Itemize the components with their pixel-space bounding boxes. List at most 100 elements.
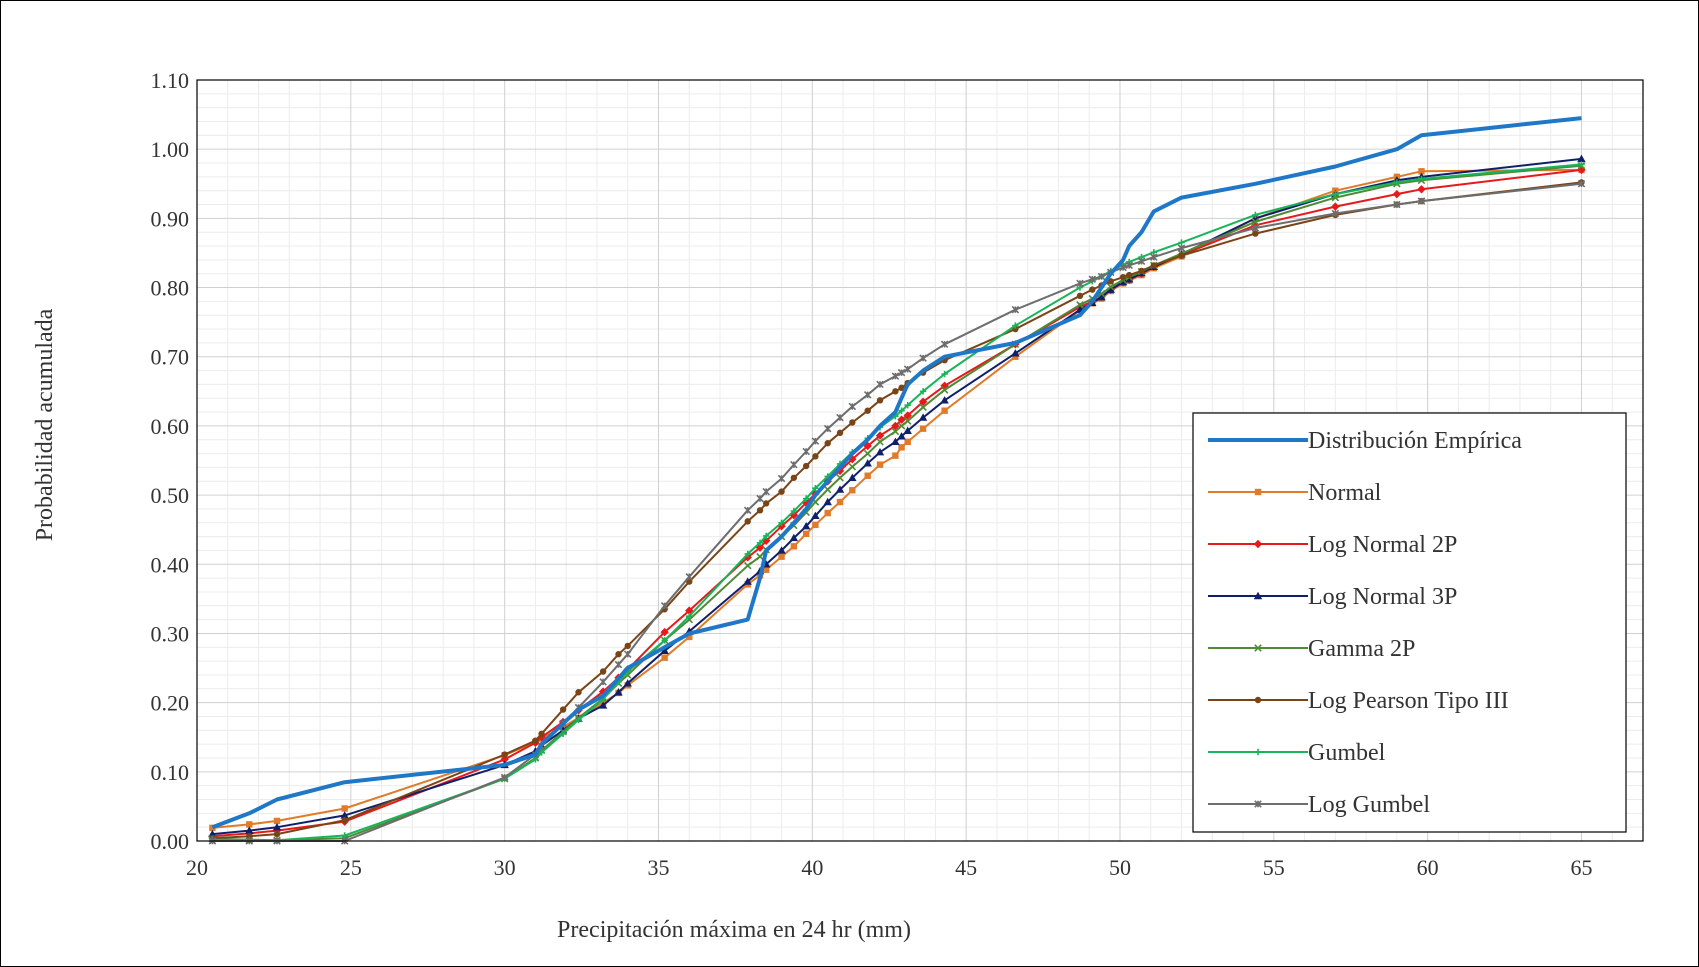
legend-item: Distribución Empírica <box>1208 428 1522 454</box>
data-point <box>341 832 348 839</box>
data-point <box>761 536 771 545</box>
data-point <box>661 654 668 661</box>
data-point <box>756 539 764 547</box>
data-point <box>1076 301 1084 309</box>
data-point <box>575 689 582 696</box>
data-point <box>575 716 582 724</box>
legend-item: Log Normal 3P <box>1208 584 1457 610</box>
data-point <box>897 422 906 430</box>
data-point <box>1178 252 1185 259</box>
data-point <box>246 821 253 828</box>
legend: Distribución Empírica Normal Log Normal 2P… <box>1192 412 1627 833</box>
data-point <box>876 438 884 446</box>
data-point <box>340 811 349 819</box>
legend-item: Gamma 2P <box>1208 636 1415 662</box>
data-point <box>245 826 254 834</box>
y-tick-label: 1.10 <box>151 68 190 93</box>
data-point <box>789 510 799 520</box>
x-tick-label: 40 <box>801 855 823 880</box>
data-point <box>941 407 948 414</box>
data-point <box>836 498 844 506</box>
data-point <box>1118 277 1128 286</box>
data-point <box>898 444 905 451</box>
y-tick-label: 0.30 <box>151 621 190 646</box>
y-tick-label: 1.00 <box>151 137 190 162</box>
data-point <box>743 553 752 562</box>
data-point <box>1125 261 1133 270</box>
x-axis-ticks: 20 25 30 35 40 45 50 55 60 65 <box>186 855 1592 880</box>
legend-marker <box>1254 644 1262 652</box>
data-point <box>778 488 785 495</box>
data-point <box>500 755 509 764</box>
data-point <box>1577 180 1586 188</box>
data-point <box>848 402 857 411</box>
data-point <box>1106 285 1115 293</box>
legend-item: Gumbel <box>1208 740 1386 766</box>
data-point <box>823 424 832 433</box>
data-point <box>940 340 949 349</box>
data-point <box>661 637 668 644</box>
data-point <box>790 474 798 481</box>
data-point <box>1252 230 1259 237</box>
y-tick-label: 0.50 <box>151 483 190 508</box>
data-point <box>790 507 798 515</box>
data-point <box>273 830 281 838</box>
data-point <box>903 365 912 373</box>
data-point <box>559 730 567 737</box>
data-point <box>812 521 819 529</box>
data-point <box>875 431 885 440</box>
data-point <box>789 533 799 542</box>
data-point <box>273 817 281 825</box>
x-tick-label: 55 <box>1263 855 1285 880</box>
legend-label: Normal <box>1308 480 1382 506</box>
data-point <box>802 447 810 456</box>
major-gridlines <box>197 80 1643 841</box>
legend-marker <box>1254 800 1262 808</box>
legend-item: Log Gumbel <box>1208 792 1430 818</box>
data-point <box>624 642 631 650</box>
data-point <box>1119 263 1127 272</box>
data-point <box>538 749 545 756</box>
x-tick-label: 35 <box>647 855 669 880</box>
data-point <box>1076 292 1084 300</box>
data-point <box>660 646 669 654</box>
data-point <box>1177 244 1186 252</box>
data-point <box>209 824 216 832</box>
data-point <box>756 552 764 561</box>
data-point <box>849 419 856 426</box>
data-point <box>812 484 819 492</box>
legend-marker <box>1254 748 1262 756</box>
data-point <box>1393 200 1401 209</box>
data-point <box>898 407 905 414</box>
data-point <box>599 668 607 675</box>
data-point <box>744 518 751 525</box>
data-point <box>1417 197 1426 205</box>
y-tick-label: 0.60 <box>151 414 190 439</box>
y-axis-ticks: 0.00 0.10 0.20 0.30 0.40 0.50 0.60 0.70 0.80 0.90… <box>151 68 190 854</box>
data-point <box>614 688 623 696</box>
data-point <box>849 487 856 494</box>
data-point <box>778 519 785 526</box>
data-point <box>824 509 831 517</box>
data-point <box>876 461 884 468</box>
data-point <box>660 627 669 637</box>
data-point <box>623 650 632 658</box>
data-point <box>778 553 785 560</box>
data-point <box>686 633 693 641</box>
x-axis-label: Precipitación máxima en 24 hr (mm) <box>557 917 911 943</box>
data-point <box>1097 293 1106 301</box>
data-point <box>744 550 751 558</box>
data-point <box>777 522 786 531</box>
data-point <box>864 407 871 414</box>
data-point <box>755 543 765 552</box>
data-point <box>835 485 845 493</box>
data-point <box>891 437 900 446</box>
data-point <box>1331 202 1340 211</box>
data-point <box>756 494 764 503</box>
data-point <box>341 817 348 824</box>
data-point <box>1125 275 1134 283</box>
data-point <box>919 388 927 395</box>
data-point <box>812 453 819 460</box>
data-point <box>1251 218 1260 226</box>
data-point <box>777 474 786 483</box>
